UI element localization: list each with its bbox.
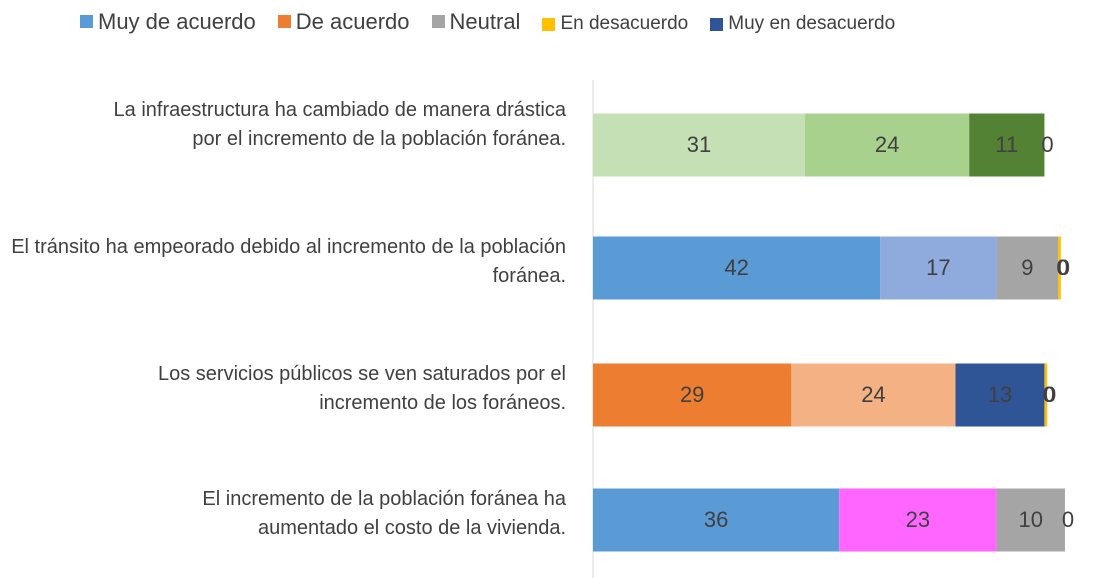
bar-segment xyxy=(880,236,997,300)
legend-swatch xyxy=(277,15,291,28)
legend-swatch xyxy=(542,17,556,31)
data-label: 10 xyxy=(1019,507,1043,532)
data-label: 13 xyxy=(988,382,1012,407)
legend-swatch xyxy=(80,15,93,28)
legend-label: De acuerdo xyxy=(295,8,410,34)
category-label: El incremento de la población foránea ha… xyxy=(202,488,566,539)
data-label: 29 xyxy=(680,382,704,407)
bar-segment xyxy=(996,488,1065,552)
data-label: 0 xyxy=(1043,382,1055,407)
bar-segment xyxy=(1058,236,1061,300)
legend-label: En desacuerdo xyxy=(560,13,689,34)
legend-label: Neutral xyxy=(449,8,521,34)
data-label: 31 xyxy=(687,132,711,157)
legend-item: En desacuerdo xyxy=(542,13,688,35)
legend-item: Muy de acuerdo xyxy=(80,9,256,35)
data-label: 0 xyxy=(1058,255,1070,280)
bar-segment xyxy=(1044,363,1048,427)
data-label: 24 xyxy=(861,382,885,407)
bar-segment xyxy=(839,488,997,552)
legend-label: Muy de acuerdo xyxy=(98,8,256,34)
data-label: 9 xyxy=(1021,255,1033,280)
category-label: Los servicios públicos se ven saturados … xyxy=(158,363,566,414)
bar-segment xyxy=(593,236,881,300)
bar-segment xyxy=(969,113,1045,177)
category-label: El tránsito ha empeorado debido al incre… xyxy=(11,236,566,287)
legend-item: Neutral xyxy=(431,8,521,35)
bar-segment xyxy=(805,113,970,177)
legend-item: De acuerdo xyxy=(277,8,410,35)
data-label: 23 xyxy=(906,507,930,532)
data-label: 42 xyxy=(724,255,748,280)
data-label: 24 xyxy=(875,132,899,157)
data-label: 0 xyxy=(1056,255,1068,280)
bar-segment xyxy=(955,363,1045,427)
data-label: 17 xyxy=(926,255,950,280)
legend-swatch xyxy=(710,17,724,31)
legend-swatch xyxy=(431,15,445,28)
bar-segment xyxy=(791,363,956,427)
data-label: 11 xyxy=(995,132,1018,157)
bar-segment xyxy=(996,236,1059,300)
bar-segment xyxy=(593,488,840,552)
data-label: 0 xyxy=(1044,382,1056,407)
data-label: 36 xyxy=(704,507,728,532)
bar-segment xyxy=(593,113,806,177)
legend-item: Muy en desacuerdo xyxy=(710,13,895,35)
data-label: 0 xyxy=(1041,132,1053,157)
legend-label: Muy en desacuerdo xyxy=(728,13,896,34)
bar-segment xyxy=(593,363,792,427)
category-label: La infraestructura ha cambiado de manera… xyxy=(113,98,566,150)
legend: Muy de acuerdo De acuerdo Neutral En desacu… xyxy=(80,8,895,35)
data-label: 0 xyxy=(1062,507,1074,532)
